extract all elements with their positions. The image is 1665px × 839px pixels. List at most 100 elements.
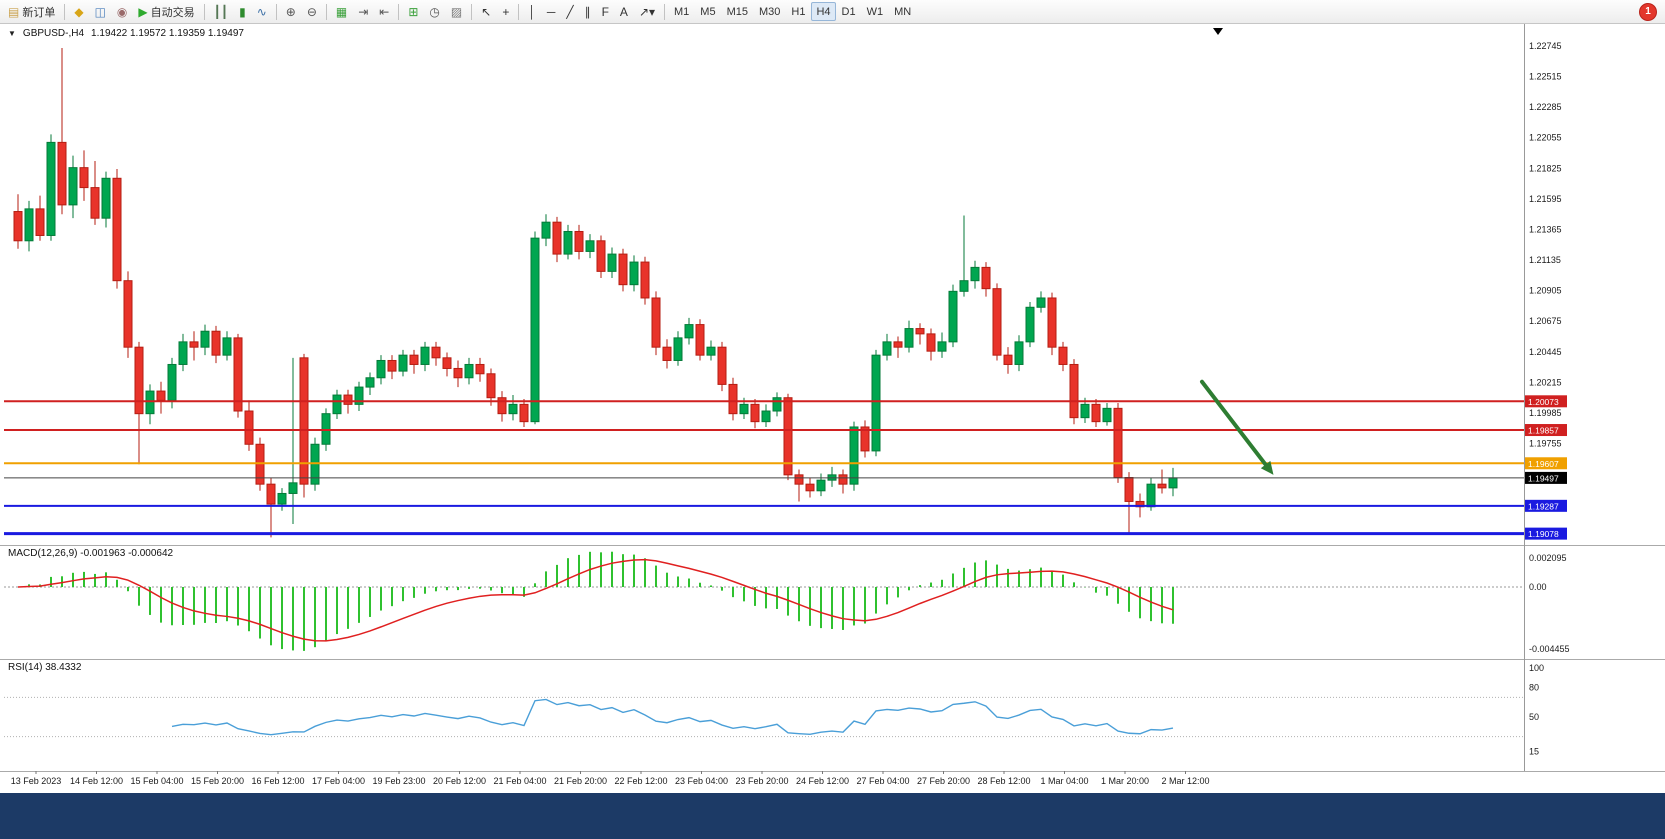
tf-w1-button[interactable]: W1 — [862, 2, 889, 21]
text-button[interactable]: A — [615, 2, 633, 21]
macd-label: MACD(12,26,9) -0.001963 -0.000642 — [8, 548, 173, 559]
candle — [926, 333, 936, 352]
macd-axis-labels: 0.002095 0.00 -0.004455 — [1529, 553, 1570, 654]
svg-text:1.21825: 1.21825 — [1529, 163, 1562, 173]
svg-text:1.21595: 1.21595 — [1529, 194, 1562, 204]
svg-text:17 Feb 04:00: 17 Feb 04:00 — [312, 776, 365, 786]
svg-text:19 Feb 23:00: 19 Feb 23:00 — [372, 776, 425, 786]
svg-text:1.22285: 1.22285 — [1529, 102, 1562, 112]
candle — [365, 377, 375, 388]
candle — [90, 187, 100, 219]
indicators-icon: ⊞ — [408, 4, 419, 19]
chart-shift-button[interactable]: ⇤ — [374, 2, 394, 21]
candle — [1036, 297, 1046, 308]
notification-badge[interactable]: 1 — [1639, 3, 1657, 21]
candle — [200, 330, 210, 348]
zoom-in-icon: ⊕ — [285, 4, 296, 19]
svg-text:1.19078: 1.19078 — [1528, 529, 1559, 539]
bar-chart-button[interactable]: ┃┃ — [209, 2, 233, 21]
horizontal-line-button[interactable]: ─ — [542, 2, 561, 21]
svg-text:23 Feb 20:00: 23 Feb 20:00 — [735, 776, 788, 786]
auto-scroll-button[interactable]: ⇥ — [353, 2, 373, 21]
svg-text:24 Feb 12:00: 24 Feb 12:00 — [796, 776, 849, 786]
candle — [244, 410, 254, 445]
svg-text:1.19755: 1.19755 — [1529, 439, 1562, 449]
tf-m5-button[interactable]: M5 — [695, 2, 720, 21]
candle — [13, 211, 23, 242]
auto-scroll-icon: ⇥ — [358, 4, 369, 19]
arrows-button[interactable]: ↗▾ — [634, 2, 660, 21]
tf-h4-button-label: H4 — [816, 5, 831, 18]
tf-mn-button[interactable]: MN — [889, 2, 916, 21]
candle — [1014, 341, 1024, 365]
candle — [871, 354, 881, 452]
svg-text:1.19287: 1.19287 — [1528, 501, 1559, 511]
fibonacci-button[interactable]: F — [597, 2, 614, 21]
candle — [860, 426, 870, 452]
svg-text:1.20445: 1.20445 — [1529, 347, 1562, 357]
autotrading-icon: ▶ — [138, 4, 148, 19]
candle — [585, 240, 595, 252]
candle — [717, 346, 727, 385]
rsi-params: RSI(14) — [8, 662, 43, 673]
line-chart-button[interactable]: ∿ — [252, 2, 272, 21]
periods-button[interactable]: ◷ — [424, 2, 444, 21]
tf-m15-button[interactable]: M15 — [722, 2, 753, 21]
vertical-line-button[interactable]: │ — [523, 2, 541, 21]
candle — [519, 403, 529, 423]
toolbar-separator — [518, 3, 520, 20]
candle — [915, 328, 925, 335]
candle — [134, 346, 144, 415]
one-click-trading-toggle[interactable]: ▼ — [8, 29, 16, 38]
new-order-button[interactable]: ▤ 新订单 — [3, 2, 60, 21]
candle — [354, 386, 364, 405]
svg-text:22 Feb 12:00: 22 Feb 12:00 — [614, 776, 667, 786]
candle — [101, 177, 111, 219]
zoom-in-button[interactable]: ⊕ — [281, 2, 301, 21]
candle — [46, 141, 56, 236]
toolbar-separator — [64, 3, 66, 20]
candle — [376, 359, 386, 379]
candlestick-chart-button[interactable]: ▮ — [234, 2, 251, 21]
new-chart-button[interactable]: ◆ — [69, 2, 88, 21]
equidistant-channel-button[interactable]: ∥ — [580, 2, 596, 21]
candle — [695, 324, 705, 356]
candle — [1080, 403, 1090, 419]
tf-m1-button[interactable]: M1 — [669, 2, 694, 21]
chart-canvas[interactable]: 1.22745 1.22515 1.22285 1.22055 1.21825 1.215… — [0, 24, 1665, 793]
profiles-button[interactable]: ◫ — [90, 2, 111, 21]
candle — [1003, 354, 1013, 365]
cursor-icon: ↖ — [481, 4, 492, 19]
templates-icon: ▨ — [450, 4, 463, 19]
fibonacci-icon: F — [601, 4, 609, 19]
price-axis-labels: 1.22745 1.22515 1.22285 1.22055 1.21825 1.215… — [1529, 41, 1562, 449]
tf-h4-button[interactable]: H4 — [811, 2, 836, 21]
cursor-button[interactable]: ↖ — [476, 2, 496, 21]
tf-m30-button[interactable]: M30 — [754, 2, 785, 21]
candle — [893, 341, 903, 348]
tf-h1-button[interactable]: H1 — [786, 2, 810, 21]
new-chart-icon: ◆ — [74, 4, 84, 19]
new-order-button-label: 新订单 — [22, 6, 56, 19]
autotrading-button[interactable]: ▶ 自动交易 — [133, 2, 199, 21]
candle — [508, 403, 518, 415]
indicators-button[interactable]: ⊞ — [403, 2, 423, 21]
candlestick-icon: ▮ — [239, 4, 246, 19]
zoom-out-button[interactable]: ⊖ — [302, 2, 322, 21]
tf-m30-button-label: M30 — [758, 5, 781, 18]
tile-windows-button[interactable]: ▦ — [331, 2, 352, 21]
templates-button[interactable]: ▨ — [446, 2, 467, 21]
tf-w1-button-label: W1 — [866, 5, 884, 18]
candle — [684, 324, 694, 339]
data-window-button[interactable]: ◉ — [112, 2, 132, 21]
profiles-icon: ◫ — [94, 4, 106, 19]
candle — [475, 363, 485, 375]
candle — [68, 167, 78, 206]
tf-d1-button-label: D1 — [841, 5, 856, 18]
crosshair-button[interactable]: + — [497, 2, 514, 21]
candle — [662, 346, 672, 361]
candle — [552, 221, 562, 255]
periods-icon: ◷ — [429, 4, 440, 19]
trendline-button[interactable]: ╱ — [561, 2, 578, 21]
tf-d1-button[interactable]: D1 — [837, 2, 861, 21]
